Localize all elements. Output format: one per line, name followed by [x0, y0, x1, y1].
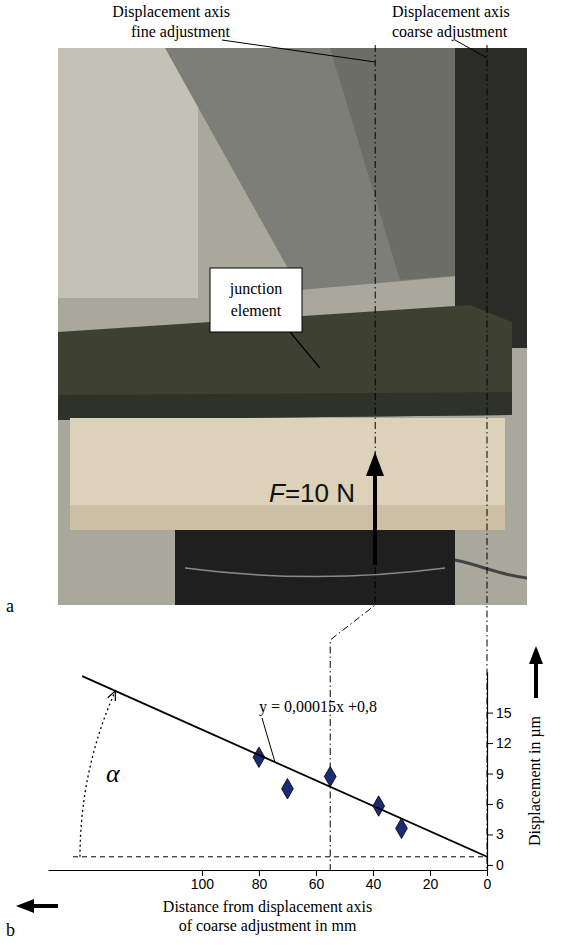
y-axis: 0 3 6 9 12 15 — [487, 673, 512, 873]
x-tick-label: 0 — [484, 876, 492, 892]
element-leader — [290, 332, 320, 368]
y-tick-label: 0 — [496, 857, 504, 873]
axis-label-leader — [222, 40, 375, 62]
figure: junction element F=10 N a Displacement axis f… — [0, 0, 568, 945]
x-axis-arrow — [30, 904, 58, 908]
axis-label: Displacement axis fine adjustment — [112, 3, 230, 41]
y-tick: 12 — [487, 735, 512, 751]
y-tick-label: 12 — [496, 735, 512, 751]
y-tick-label: 9 — [496, 766, 504, 782]
panel-label: a — [6, 596, 14, 616]
y-tick-mark — [487, 865, 493, 866]
displacement-axis-line — [330, 45, 375, 870]
y-tick-label: 15 — [496, 705, 512, 721]
y-tick: 15 — [487, 705, 512, 721]
photo: junction element F=10 N — [58, 48, 527, 605]
y-axis-title: Displacement in µm — [526, 715, 544, 846]
y-tick: 3 — [487, 826, 504, 842]
axis-label-line: coarse adjustment — [392, 23, 508, 41]
load-cell — [175, 530, 455, 605]
y-axis-arrow — [534, 660, 538, 698]
x-tick-label: 100 — [191, 876, 215, 892]
x-tick: 20 — [423, 870, 439, 892]
x-tick: 40 — [366, 870, 382, 892]
x-tick-label: 40 — [366, 876, 382, 892]
axis-label: Displacement axis coarse adjustment — [392, 3, 510, 41]
x-tick: 80 — [252, 870, 268, 892]
data-point — [324, 766, 336, 786]
specimen-block — [70, 418, 505, 530]
x-axis-title: Distance from displacement axisof coarse… — [163, 898, 372, 935]
y-tick-label: 6 — [496, 796, 504, 812]
y-tick: 6 — [487, 796, 504, 812]
x-tick-label: 80 — [252, 876, 268, 892]
x-tick: 100 — [191, 870, 215, 892]
element-label-line: element — [231, 302, 282, 319]
x-axis-line — [49, 870, 488, 871]
force-label: F=10 N — [269, 478, 355, 508]
y-tick-mark — [487, 713, 493, 714]
y-tick-mark — [487, 804, 493, 805]
load-cell-ring — [185, 568, 445, 577]
specimen-block-shade — [70, 505, 505, 530]
plot-marks — [82, 676, 487, 857]
machine-column — [455, 48, 527, 348]
x-tick-label: 60 — [309, 876, 325, 892]
axis-label-line: Displacement axis — [392, 3, 510, 21]
x-axis: 100 80 60 40 20 0 — [49, 870, 492, 892]
cable — [455, 560, 527, 578]
y-tick: 0 — [487, 857, 504, 873]
y-tick-mark — [487, 834, 493, 835]
photo-background — [58, 48, 527, 605]
fit-line — [82, 676, 487, 857]
data-point — [282, 779, 294, 799]
y-tick-mark — [487, 743, 493, 744]
displacement-axes: Displacement axisfine adjustmentDisplace… — [112, 3, 510, 870]
fit-equation-leader — [262, 718, 275, 762]
x-axis-arrow-head — [16, 899, 34, 913]
axis-label-line: fine adjustment — [131, 23, 231, 41]
y-tick: 9 — [487, 766, 504, 782]
y-axis-line — [487, 673, 488, 871]
y-axis-arrow-head — [529, 646, 543, 664]
photo-background-light — [58, 48, 198, 298]
displacement-axis-line — [487, 45, 488, 870]
angle-label: α — [106, 759, 121, 788]
x-tick: 60 — [309, 870, 325, 892]
element-label: junction element — [229, 280, 282, 319]
element-label-box — [210, 268, 302, 332]
x-axis-title-line: of coarse adjustment in mm — [179, 917, 357, 935]
x-axis-title-line: Distance from displacement axis — [163, 898, 372, 916]
force-label-value: =10 N — [285, 478, 355, 508]
intercept-reference — [73, 856, 487, 857]
x-tick: 0 — [484, 870, 492, 892]
axis-label-line: Displacement axis — [112, 3, 230, 21]
x-tick-label: 20 — [423, 876, 439, 892]
fit-equation: y = 0,00015x +0,8 — [259, 698, 377, 716]
axis-label-leader — [455, 40, 487, 58]
y-tick-label: 3 — [496, 826, 504, 842]
element-label-line: junction — [229, 280, 282, 298]
panel-label: b — [6, 920, 15, 940]
y-tick-mark — [487, 774, 493, 775]
junction-plate-face — [58, 392, 512, 420]
